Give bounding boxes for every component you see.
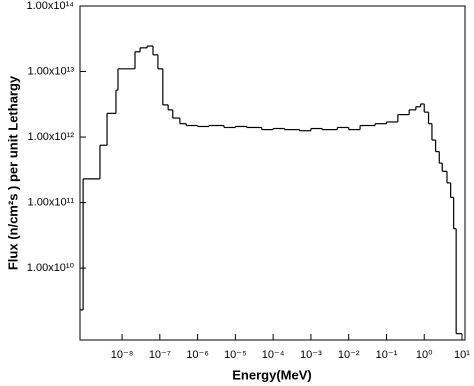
x-axis-label: Energy(MeV) [232,367,311,382]
y-tick-label: 1.00x10¹³ [28,65,75,77]
y-tick-label: 1.00x10¹¹ [28,196,75,208]
y-axis-label: Flux (n/cm²s ) per unit Lethargy [5,75,20,270]
y-tick-label: 1.00x10¹⁰ [27,262,75,274]
x-tick-label: 10⁻⁴ [262,349,285,361]
y-tick-label: 1.00x10¹² [28,131,75,143]
x-tick-label: 10⁻¹ [376,349,398,361]
x-tick-label: 10⁻⁶ [186,349,209,361]
x-tick-label: 10⁻⁸ [111,349,134,361]
y-tick-label: 1.00x10¹⁴ [26,0,74,12]
x-tick-label: 10⁻⁵ [224,349,247,361]
x-tick-label: 10⁻² [338,349,360,361]
plot-frame [79,5,466,341]
x-tick-label: 10¹ [454,349,470,361]
x-tick-label: 10⁻⁷ [149,349,171,361]
x-tick-label: 10⁰ [416,349,433,361]
x-tick-label: 10⁻³ [300,349,322,361]
